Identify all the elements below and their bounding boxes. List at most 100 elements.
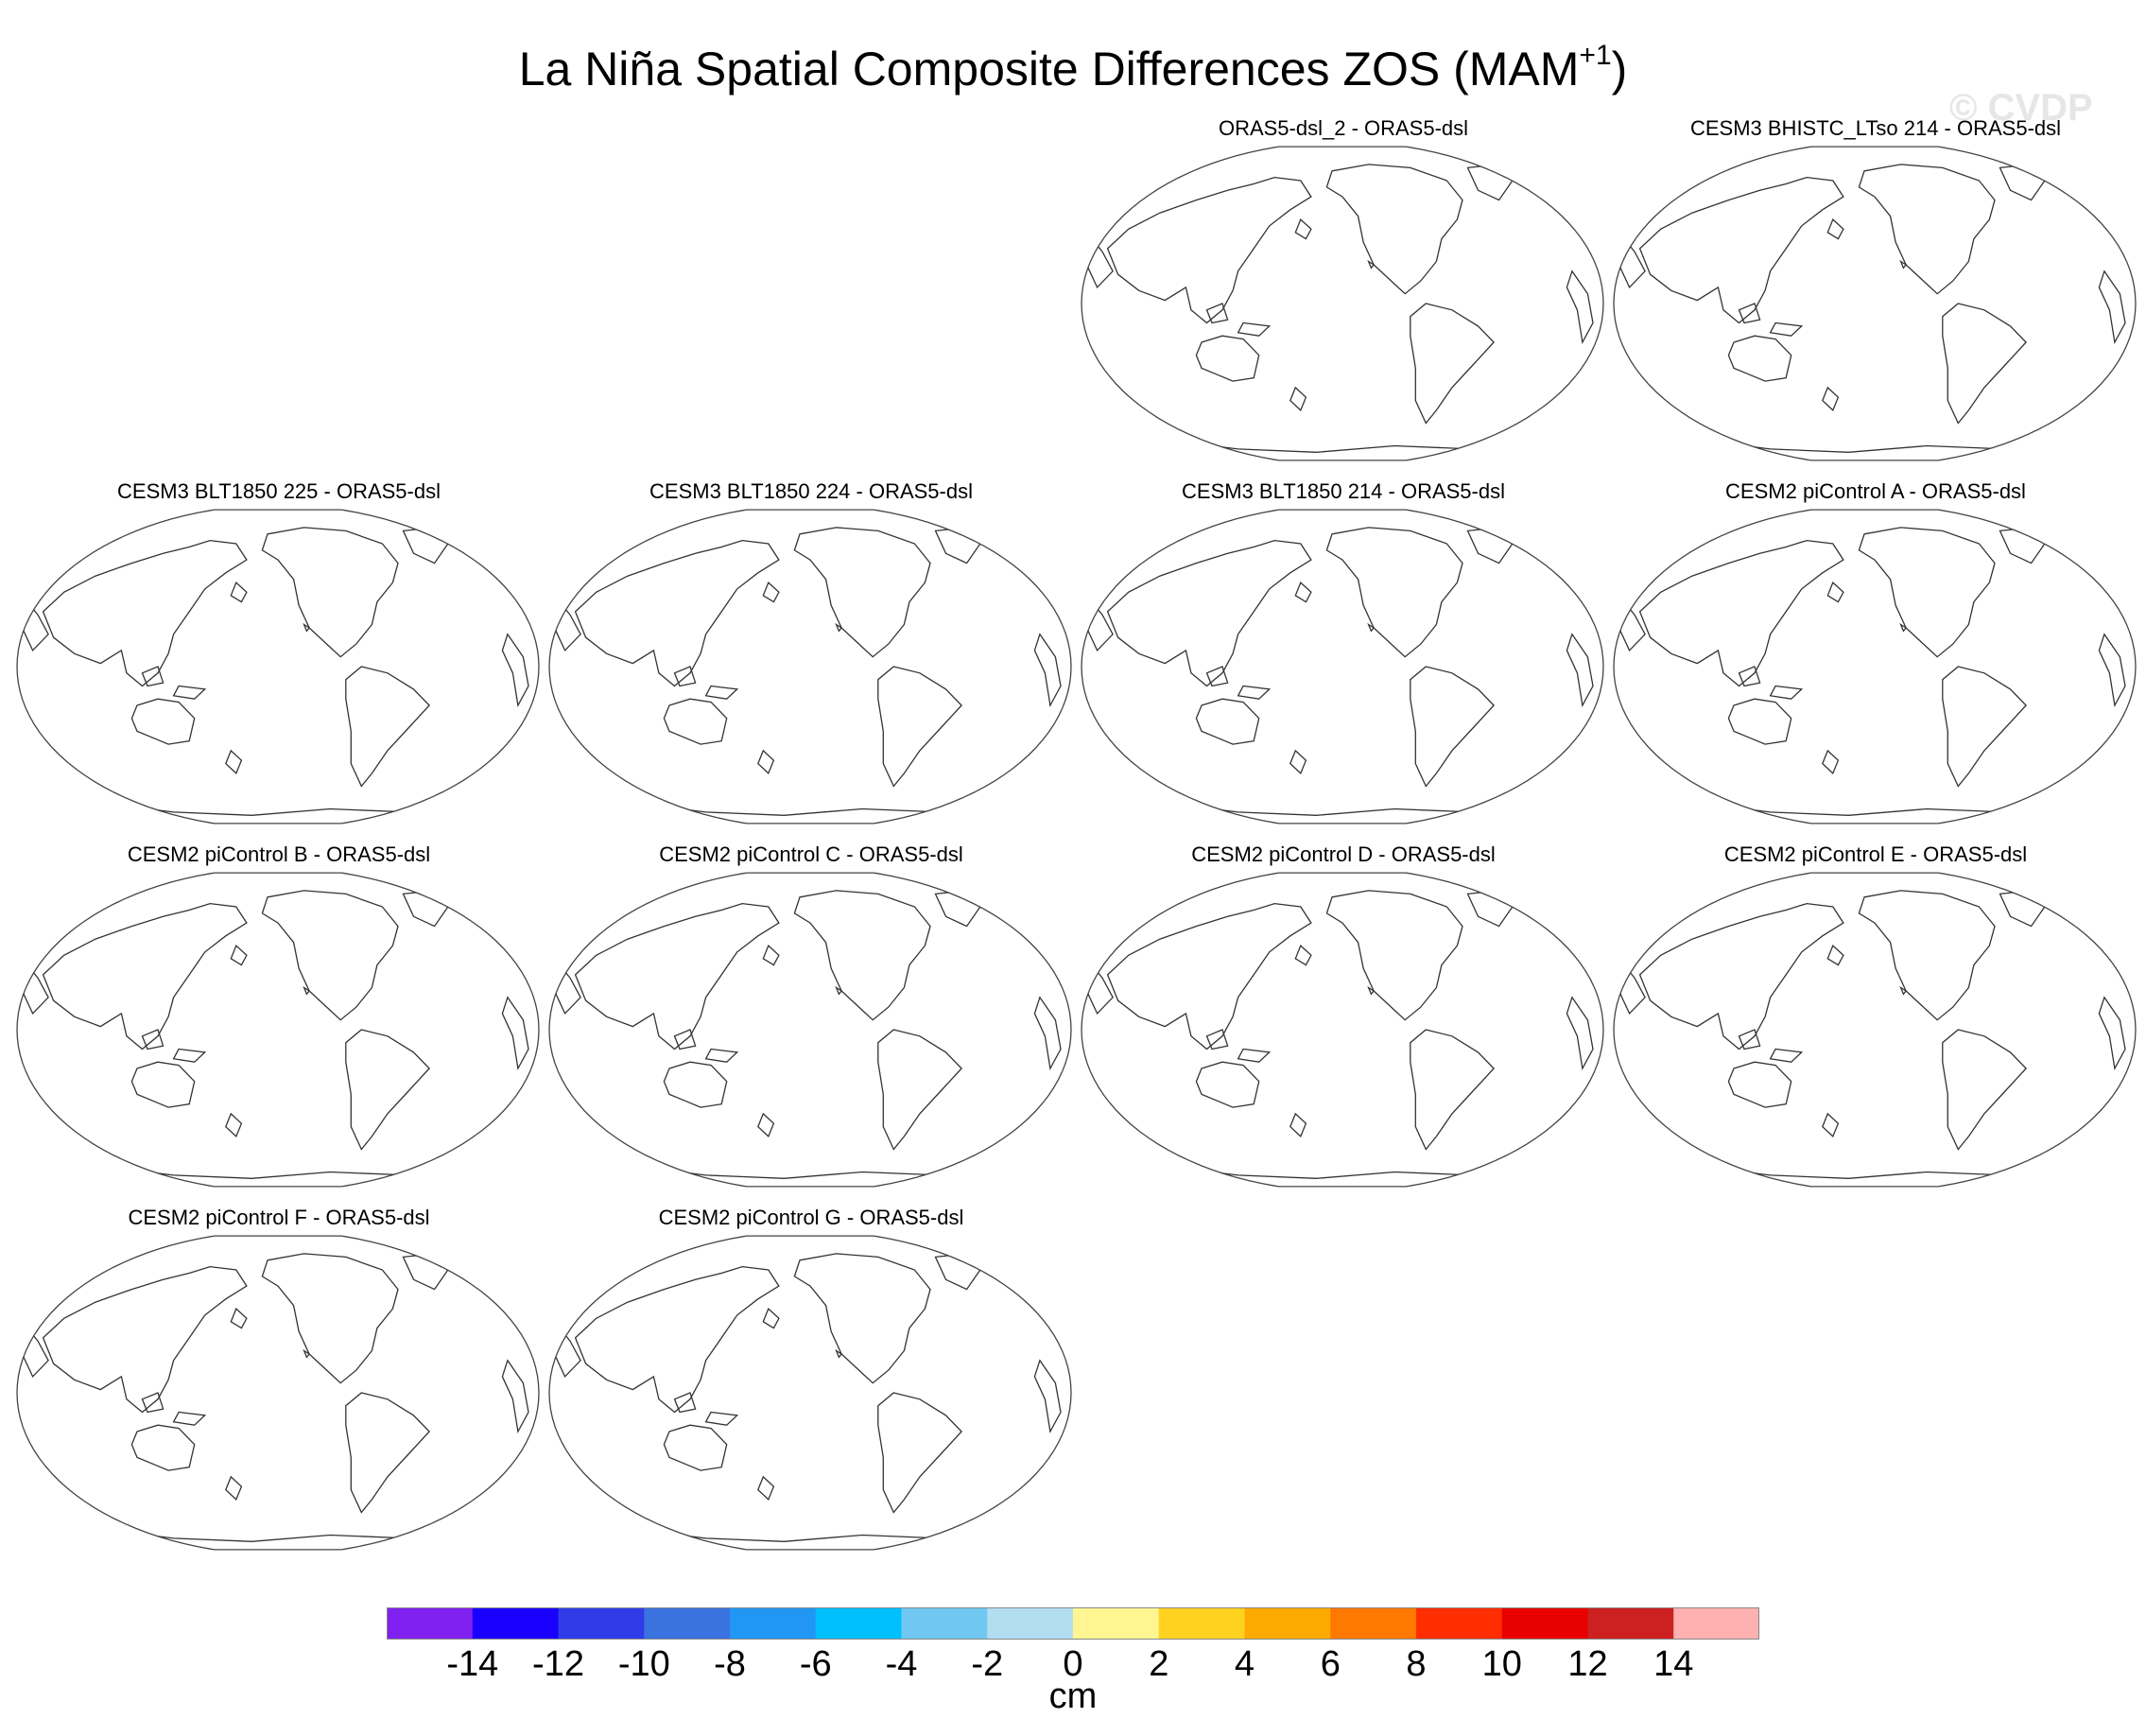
island-new-zealand — [1289, 749, 1307, 775]
island-japan — [1294, 581, 1312, 603]
map-panel: CESM3 BLT1850 224 - ORAS5-dsl — [547, 478, 1075, 842]
panel-title: CESM3 BLT1850 224 - ORAS5-dsl — [649, 479, 973, 503]
colorbar-tick-label: -10 — [617, 1644, 670, 1684]
coast-asia — [42, 902, 248, 1050]
coast-south-america — [1942, 303, 2027, 425]
coast-north-america — [261, 527, 399, 658]
colorbar-segment — [1073, 1607, 1160, 1640]
panel-title: CESM3 BLT1850 225 - ORAS5-dsl — [117, 479, 441, 503]
colorbar-segment — [901, 1607, 988, 1640]
island-hawaii — [1367, 259, 1376, 269]
map-panel: CESM2 piControl F - ORAS5-dsl — [15, 1205, 543, 1569]
map-boundary — [16, 509, 540, 825]
coast-asia — [574, 539, 780, 687]
coast-australia — [130, 1424, 196, 1471]
island-borneo — [1738, 303, 1761, 324]
island-new-zealand — [1822, 386, 1840, 412]
coast-south-america — [877, 666, 962, 788]
coast-asia — [42, 1265, 248, 1414]
island-japan — [230, 581, 248, 603]
world-map — [1081, 872, 1604, 1188]
panel-title: CESM2 piControl C - ORAS5-dsl — [659, 842, 963, 866]
coast-asia — [1638, 902, 1844, 1050]
island-japan — [230, 1307, 248, 1329]
coast-australia — [1727, 335, 1792, 382]
coast-south-america — [1942, 666, 2027, 788]
map-panel: CESM2 piControl G - ORAS5-dsl — [547, 1205, 1075, 1569]
colorbar-segment — [472, 1607, 559, 1640]
map-boundary — [1613, 872, 2137, 1188]
coast-asia — [574, 1265, 780, 1414]
colorbar-tick-label: 12 — [1567, 1644, 1608, 1684]
colorbar-tick-label: 10 — [1481, 1644, 1522, 1684]
island-borneo — [1205, 666, 1229, 687]
coast-africa — [2098, 633, 2126, 707]
map-panel: CESM2 piControl D - ORAS5-dsl — [1080, 842, 1607, 1206]
colorbar-segment — [1244, 1607, 1331, 1640]
panel-title: CESM2 piControl B - ORAS5-dsl — [127, 842, 431, 866]
coast-north-america — [793, 1253, 931, 1384]
island-new-guinea — [1769, 321, 1804, 337]
colorbar-segment — [987, 1607, 1074, 1640]
coast-asia — [574, 902, 780, 1050]
world-map — [1613, 872, 2137, 1188]
island-new-zealand — [225, 749, 243, 775]
island-new-guinea — [1237, 1048, 1272, 1063]
colorbar-tick-label: 6 — [1320, 1644, 1341, 1684]
island-new-guinea — [172, 1048, 207, 1063]
map-panel: CESM2 piControl A - ORAS5-dsl — [1612, 478, 2139, 842]
coast-north-america — [1325, 527, 1463, 658]
map-panel: CESM2 piControl E - ORAS5-dsl — [1612, 842, 2139, 1206]
colorbar-tick-label: -14 — [446, 1644, 499, 1684]
coast-south-america — [345, 1029, 430, 1151]
colorbar-segment — [815, 1607, 902, 1640]
coast-asia — [1638, 176, 1844, 324]
island-borneo — [673, 1029, 697, 1050]
island-borneo — [1205, 303, 1229, 324]
coast-africa — [1566, 633, 1594, 707]
world-map — [16, 872, 540, 1188]
world-map — [1081, 509, 1604, 825]
colorbar-tick-label: 8 — [1406, 1644, 1427, 1684]
colorbar-segment — [644, 1607, 731, 1640]
island-borneo — [1738, 1029, 1761, 1050]
coast-asia — [1638, 539, 1844, 687]
coast-north-america — [1325, 890, 1463, 1021]
island-new-guinea — [172, 685, 207, 700]
island-japan — [1826, 944, 1844, 966]
map-boundary — [1081, 146, 1604, 461]
island-hawaii — [303, 985, 311, 996]
coast-south-america — [345, 666, 430, 788]
island-borneo — [1205, 1029, 1229, 1050]
world-map — [548, 509, 1072, 825]
island-borneo — [141, 1392, 164, 1414]
coast-africa — [501, 996, 529, 1070]
cvdp-watermark: © CVDP — [1949, 87, 2093, 129]
island-new-zealand — [225, 1475, 243, 1502]
map-panel: CESM3 BLT1850 214 - ORAS5-dsl — [1080, 478, 1607, 842]
coast-north-america — [793, 527, 931, 658]
colorbar-tick-label: -12 — [532, 1644, 584, 1684]
map-panel: CESM2 piControl B - ORAS5-dsl — [15, 842, 543, 1206]
coast-africa — [1566, 269, 1594, 344]
colorbar-border — [387, 1607, 1759, 1640]
island-japan — [762, 1307, 780, 1329]
island-japan — [1294, 944, 1312, 966]
coast-north-america — [1858, 527, 1996, 658]
colorbar-segment — [1501, 1607, 1588, 1640]
island-new-zealand — [757, 749, 775, 775]
coast-south-america — [1410, 1029, 1495, 1151]
island-new-guinea — [704, 1048, 739, 1063]
world-map — [1613, 509, 2137, 825]
island-japan — [1826, 581, 1844, 603]
map-boundary — [1613, 146, 2137, 461]
colorbar-tick-label: -6 — [799, 1644, 832, 1684]
coast-north-america — [793, 890, 931, 1021]
colorbar-segment — [1416, 1607, 1503, 1640]
colorbar-segment — [730, 1607, 817, 1640]
world-map — [548, 1235, 1072, 1551]
coast-australia — [663, 1061, 728, 1108]
colorbar-tick-label: -4 — [885, 1644, 918, 1684]
coast-north-america — [1325, 164, 1463, 295]
island-hawaii — [835, 1348, 843, 1359]
